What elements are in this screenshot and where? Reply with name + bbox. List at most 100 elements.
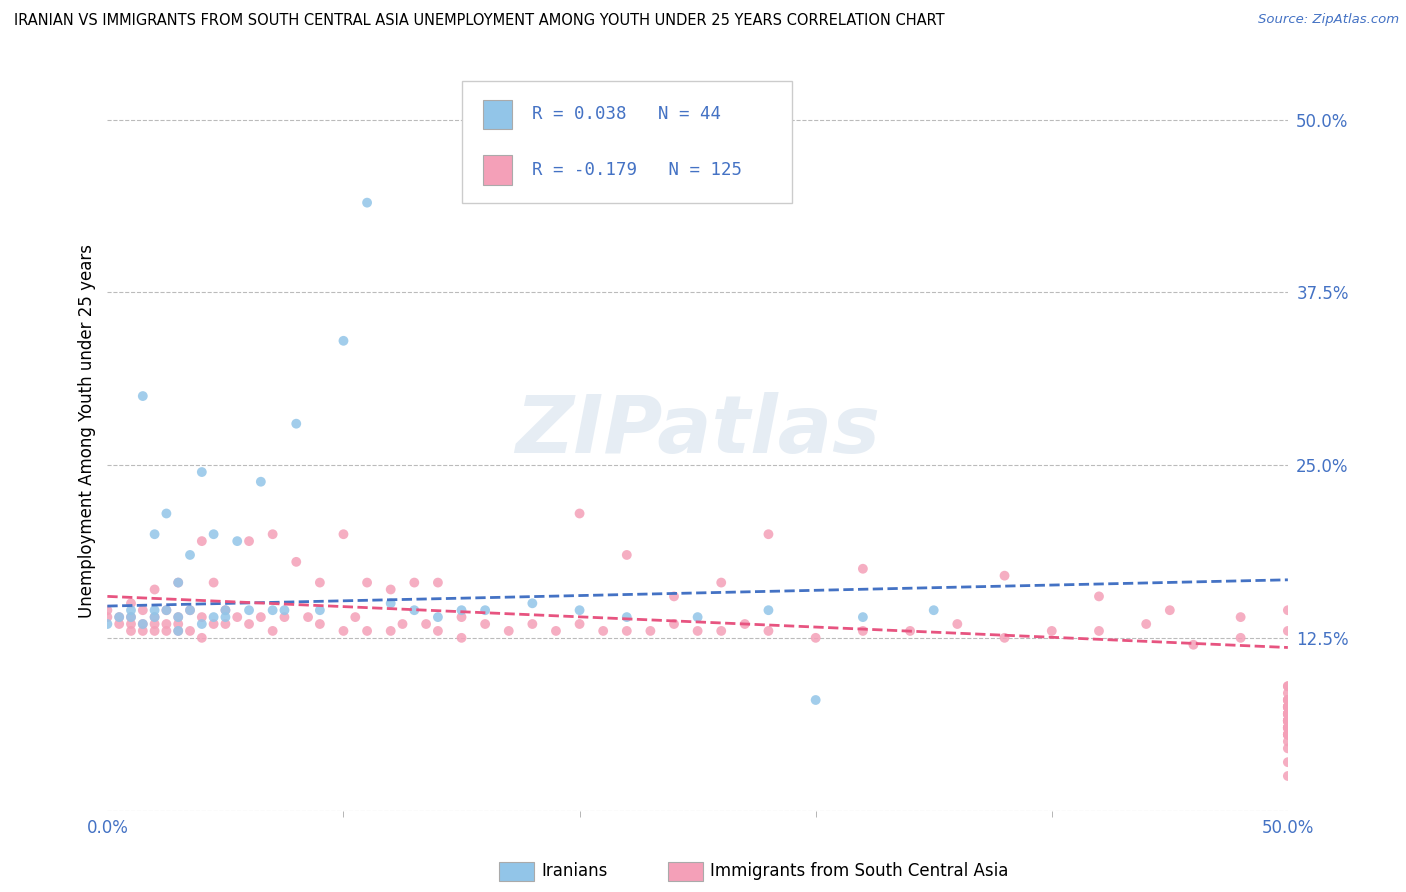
Point (191, 610, 214, 624)
Point (1277, 727, 1299, 741)
Point (1277, 714, 1299, 728)
Point (262, 603, 284, 617)
Point (1277, 603, 1299, 617)
Point (1277, 741, 1299, 756)
Text: Source: ZipAtlas.com: Source: ZipAtlas.com (1258, 13, 1399, 27)
Point (852, 610, 875, 624)
Point (1277, 706, 1299, 721)
Point (143, 610, 166, 624)
Point (1277, 714, 1299, 728)
Point (616, 624, 638, 638)
Point (1277, 700, 1299, 714)
Point (214, 617, 236, 632)
Point (309, 575, 332, 590)
Point (167, 610, 190, 624)
Point (1277, 721, 1299, 735)
Point (758, 527, 780, 541)
Point (273, 610, 295, 624)
Point (155, 603, 177, 617)
Point (522, 617, 544, 632)
Point (1277, 727, 1299, 741)
Point (1229, 610, 1251, 624)
Point (426, 610, 449, 624)
Point (285, 417, 308, 431)
Point (143, 527, 166, 541)
Point (226, 610, 249, 624)
Point (167, 575, 190, 590)
Point (191, 534, 214, 549)
Point (356, 575, 378, 590)
Point (450, 603, 472, 617)
Point (202, 610, 225, 624)
Point (380, 624, 402, 638)
Point (1277, 755, 1299, 769)
Point (592, 624, 614, 638)
Point (1277, 706, 1299, 721)
Point (404, 603, 426, 617)
Point (332, 624, 354, 638)
Point (1040, 624, 1063, 638)
Point (167, 610, 190, 624)
Point (1277, 686, 1299, 700)
Point (426, 624, 449, 638)
Point (143, 617, 166, 632)
Point (226, 534, 249, 549)
Point (404, 575, 426, 590)
Point (946, 617, 969, 632)
Point (380, 582, 402, 597)
Point (1277, 693, 1299, 707)
Point (1088, 590, 1111, 604)
Point (273, 603, 295, 617)
Point (1277, 700, 1299, 714)
Point (132, 617, 155, 632)
Point (1277, 679, 1299, 693)
Point (332, 527, 354, 541)
Point (108, 610, 131, 624)
Point (238, 534, 260, 549)
Point (1277, 727, 1299, 741)
Point (804, 631, 827, 645)
Point (758, 603, 780, 617)
Point (120, 596, 142, 610)
Point (167, 617, 190, 632)
Point (415, 617, 437, 632)
Point (852, 562, 875, 576)
Point (426, 575, 449, 590)
Point (132, 624, 155, 638)
Point (450, 631, 472, 645)
Point (120, 610, 142, 624)
Point (1277, 679, 1299, 693)
Point (262, 624, 284, 638)
Point (568, 617, 591, 632)
Point (120, 610, 142, 624)
Point (132, 617, 155, 632)
Point (132, 389, 155, 403)
Point (1277, 721, 1299, 735)
Point (758, 624, 780, 638)
Point (96, 610, 118, 624)
Point (309, 603, 332, 617)
Point (1277, 734, 1299, 748)
Point (309, 617, 332, 632)
Bar (461, 81, 792, 202)
Point (616, 548, 638, 562)
Point (356, 624, 378, 638)
Point (143, 603, 166, 617)
Point (662, 590, 685, 604)
Point (238, 617, 260, 632)
Point (804, 693, 827, 707)
Point (108, 610, 131, 624)
Point (1159, 603, 1181, 617)
Point (1277, 714, 1299, 728)
Point (1277, 693, 1299, 707)
Point (898, 624, 921, 638)
Point (1277, 727, 1299, 741)
Point (238, 603, 260, 617)
Point (214, 603, 236, 617)
Point (214, 603, 236, 617)
Point (993, 631, 1015, 645)
Bar (482, 155, 512, 186)
Point (1277, 714, 1299, 728)
Point (1277, 693, 1299, 707)
Point (1088, 624, 1111, 638)
